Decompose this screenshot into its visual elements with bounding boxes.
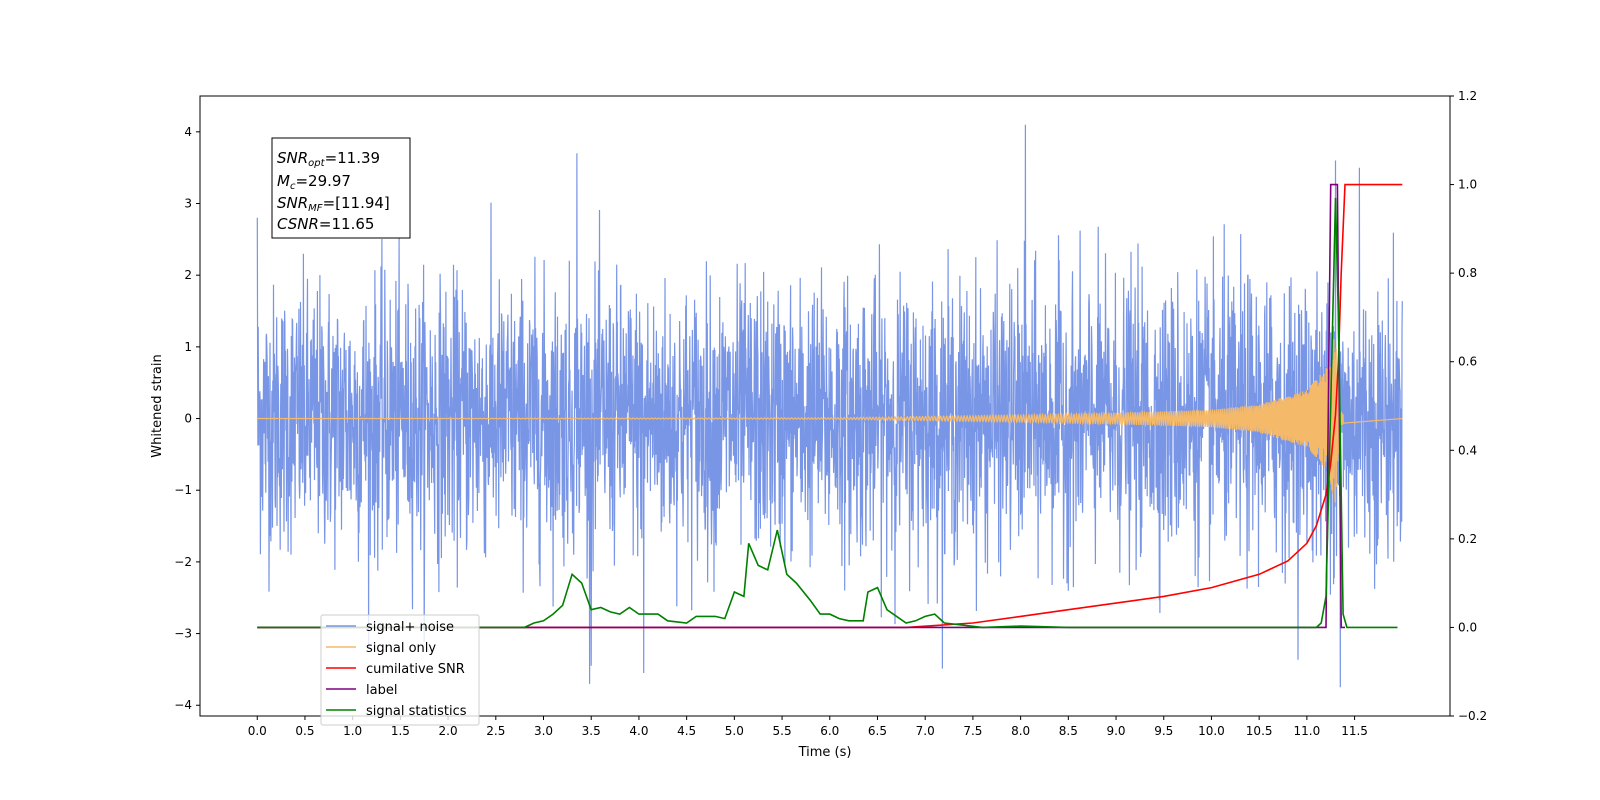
annotation-snr-opt: SNRopt=11.39 [277, 149, 380, 169]
x-tick-label: 3.0 [534, 724, 553, 738]
legend-label: cumilative SNR [366, 662, 465, 677]
series-signal-only-line [257, 339, 1403, 503]
y2-tick-label: 0.2 [1458, 532, 1477, 546]
x-tick-label: 5.0 [725, 724, 744, 738]
x-tick-label: 7.5 [963, 724, 982, 738]
x-axis-ticks: 0.0 0.5 1.0 1.5 2.0 2.5 3.0 3.5 4.0 4.5 5.0 5.5 6.0 6… [248, 716, 1368, 738]
legend-item-signal-only: signal only [326, 641, 436, 656]
y-tick-label: 2 [184, 268, 192, 282]
legend-frame [320, 614, 480, 726]
x-tick-label: 0.5 [295, 724, 314, 738]
y-tick-label: −1 [174, 483, 192, 497]
legend-item-label: label [326, 683, 397, 698]
x-tick-label: 4.0 [629, 724, 648, 738]
annotation-box: SNRopt=11.39 Mc=29.97 SNRMF=[11.94] CSNR… [271, 137, 411, 239]
x-tick-label: 6.0 [820, 724, 839, 738]
series-signal-statistics-line [257, 197, 1398, 629]
x-tick-label: 2.0 [439, 724, 458, 738]
y-tick-label: −2 [174, 555, 192, 569]
legend-label: signal only [366, 641, 436, 656]
y-tick-label: −3 [174, 627, 192, 641]
y-tick-label: 3 [184, 197, 192, 211]
y-tick-label: 4 [184, 125, 192, 139]
x-tick-label: 9.0 [1106, 724, 1125, 738]
legend-label: label [366, 683, 397, 698]
y2-tick-label: 0.8 [1458, 266, 1477, 280]
y-tick-label: −4 [174, 698, 192, 712]
series-layer [256, 124, 1403, 688]
legend-item-signal-statistics: signal statistics [326, 704, 467, 719]
legend: signal+ noise signal only cumilative SNR… [320, 614, 480, 726]
x-tick-label: 3.5 [582, 724, 601, 738]
x-tick-label: 5.5 [773, 724, 792, 738]
y-tick-label: 1 [184, 340, 192, 354]
x-tick-label: 0.0 [248, 724, 267, 738]
annotation-frame [271, 137, 411, 239]
x-tick-label: 7.0 [916, 724, 935, 738]
annotation-mc: Mc=29.97 [277, 172, 351, 192]
y-axis-ticks: 4 3 2 1 0 −1 −2 −3 −4 [174, 125, 200, 712]
annotation-snr-mf: SNRMF=[11.94] [277, 194, 390, 214]
x-tick-label: 11.5 [1341, 724, 1368, 738]
x-tick-label: 8.5 [1059, 724, 1078, 738]
y2-tick-label: −0.2 [1458, 709, 1487, 723]
y2-tick-label: 0.4 [1458, 443, 1477, 457]
y2-tick-label: 1.2 [1458, 89, 1477, 103]
y2-axis-ticks: 1.2 1.0 0.8 0.6 0.4 0.2 0.0 −0.2 [1450, 89, 1487, 723]
x-tick-label: 8.0 [1011, 724, 1030, 738]
x-axis-label: Time (s) [798, 745, 852, 760]
x-tick-label: 2.5 [486, 724, 505, 738]
legend-label: signal+ noise [366, 620, 454, 635]
legend-item-cumilative-snr: cumilative SNR [326, 662, 465, 677]
x-tick-label: 10.5 [1246, 724, 1273, 738]
x-tick-label: 1.0 [343, 724, 362, 738]
series-cumilative-snr-line [257, 183, 1403, 629]
x-tick-label: 4.5 [677, 724, 696, 738]
series-signal-noise-line [256, 124, 1403, 688]
x-tick-label: 1.5 [391, 724, 410, 738]
y2-tick-label: 1.0 [1458, 178, 1477, 192]
legend-item-signal-noise: signal+ noise [326, 620, 454, 635]
x-tick-label: 11.0 [1294, 724, 1321, 738]
y-tick-label: 0 [184, 412, 192, 426]
y2-tick-label: 0.6 [1458, 355, 1477, 369]
y-axis-label: Whitened strain [150, 354, 165, 457]
x-tick-label: 6.5 [868, 724, 887, 738]
x-tick-label: 9.5 [1154, 724, 1173, 738]
legend-label: signal statistics [366, 704, 467, 719]
y2-tick-label: 0.0 [1458, 620, 1477, 634]
x-tick-label: 10.0 [1198, 724, 1225, 738]
annotation-csnr: CSNR=11.65 [277, 215, 374, 233]
plot-frame [199, 95, 1451, 717]
